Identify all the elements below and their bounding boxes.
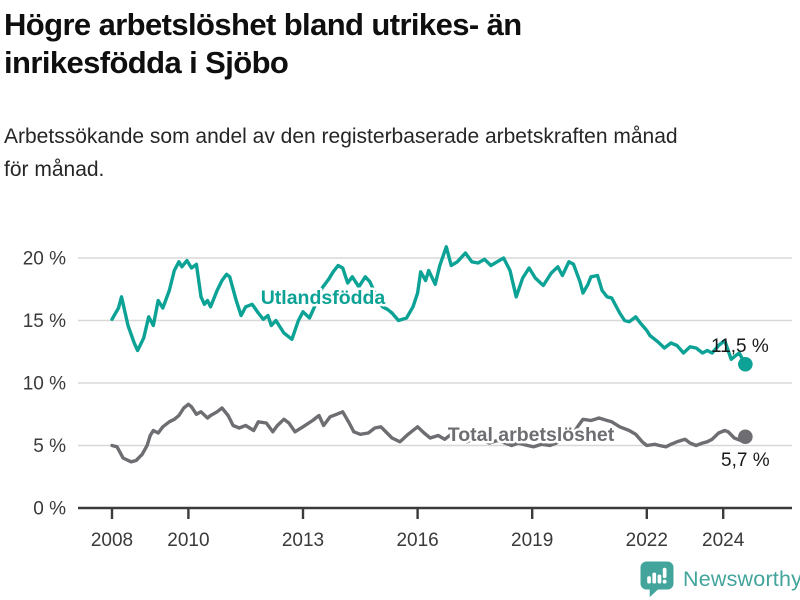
logo-bar-1 bbox=[647, 576, 651, 584]
logo-bar-2 bbox=[652, 572, 657, 584]
x-tick-label: 2022 bbox=[626, 530, 668, 551]
newsworthy-logo-icon bbox=[640, 561, 674, 598]
series-label-utlandsfodda: Utlandsfödda bbox=[261, 287, 386, 309]
brand-footer: Newsworthy bbox=[640, 561, 800, 598]
speech-bubble-shape bbox=[640, 561, 674, 598]
chart-subtitle: Arbetssökande som andel av den registerb… bbox=[4, 120, 678, 186]
y-tick-label: 0 % bbox=[33, 499, 66, 520]
series-line-total bbox=[110, 402, 748, 464]
x-tick-label: 2010 bbox=[167, 530, 209, 551]
y-tick-label: 5 % bbox=[33, 436, 66, 457]
subtitle-line-1: Arbetssökande som andel av den registerb… bbox=[4, 125, 678, 148]
subtitle-line-2: för månad. bbox=[4, 158, 105, 181]
x-tick-label: 2024 bbox=[702, 530, 745, 551]
logo-bar-3 bbox=[657, 574, 662, 584]
y-tick-label: 10 % bbox=[23, 374, 66, 395]
x-tick-label: 2008 bbox=[91, 530, 133, 551]
series-line-utlandsfodda bbox=[110, 245, 748, 366]
x-tick-label: 2016 bbox=[396, 530, 438, 551]
x-tick-label: 2013 bbox=[282, 530, 324, 551]
series-end-dot-total bbox=[738, 429, 753, 445]
end-value-label-total: 5,7 % bbox=[721, 450, 770, 471]
end-value-label-utlandsfodda: 11,5 % bbox=[711, 336, 769, 357]
series-label-total: Total arbetslöshet bbox=[448, 424, 615, 446]
y-tick-label: 15 % bbox=[23, 311, 66, 332]
logo-exclamation-bar bbox=[662, 567, 667, 579]
x-tick-label: 2019 bbox=[511, 530, 553, 551]
title-line-2: inrikesfödda i Sjöbo bbox=[4, 45, 289, 80]
brand-name: Newsworthy bbox=[683, 567, 800, 591]
series-end-dot-utlandsfodda bbox=[738, 356, 753, 372]
logo-exclamation-dot bbox=[662, 579, 667, 584]
page-title: Högre arbetslöshet bland utrikes- än inr… bbox=[4, 6, 522, 82]
y-tick-label: 20 % bbox=[23, 249, 66, 270]
title-line-1: Högre arbetslöshet bland utrikes- än bbox=[4, 7, 522, 42]
